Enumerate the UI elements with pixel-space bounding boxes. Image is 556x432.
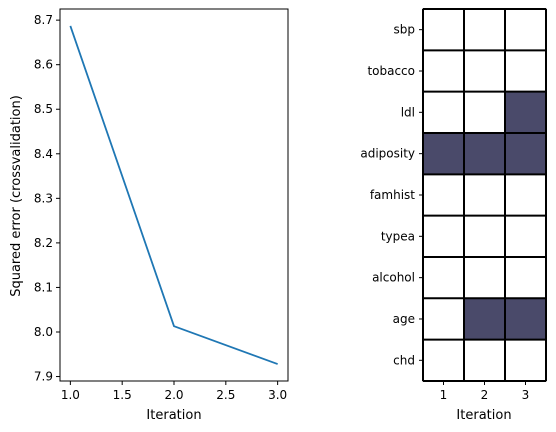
- heatmap-cell: [464, 256, 505, 299]
- heatmap-row-label: age: [393, 312, 415, 326]
- line-chart-frame: [59, 8, 289, 382]
- heatmap-cell: [423, 298, 464, 340]
- heatmap-cell: [423, 91, 464, 133]
- heatmap-cell-selected: [505, 132, 546, 175]
- heatmap-cell: [464, 215, 505, 257]
- heatmap-cells: [422, 8, 547, 382]
- selection-heatmap: Iteration sbp tobacco ldl adiposity famhist t…: [360, 8, 547, 423]
- y-tick-label: 8.3: [34, 191, 53, 205]
- heatmap-cell: [464, 339, 505, 381]
- heatmap-cell: [423, 339, 464, 381]
- y-tick-label: 8.2: [34, 236, 53, 250]
- heatmap-cell: [505, 50, 546, 92]
- heatmap-row-label: chd: [393, 353, 415, 367]
- y-tick-label: 8.5: [34, 102, 53, 116]
- heatmap-row-label: ldl: [401, 105, 415, 119]
- heatmap-row-label: typea: [381, 229, 415, 243]
- heatmap-cell: [423, 50, 464, 92]
- x-tick-label: 1.5: [113, 388, 132, 402]
- heatmap-cell: [505, 215, 546, 257]
- heatmap-cell: [464, 9, 505, 51]
- heatmap-cell: [505, 9, 546, 51]
- heatmap-row-label: famhist: [370, 188, 415, 202]
- heatmap-row-label: adiposity: [360, 147, 415, 161]
- y-tick-label: 7.9: [34, 370, 53, 384]
- y-tick-label: 8.6: [34, 58, 53, 72]
- heatmap-cell: [423, 215, 464, 257]
- y-tick-label: 8.4: [34, 147, 53, 161]
- line-chart-series: [69, 25, 278, 365]
- line-chart-x-axis-label: Iteration: [146, 408, 201, 423]
- error-series-line: [69, 25, 278, 365]
- heatmap-cell: [464, 50, 505, 92]
- heatmap-cell: [464, 91, 505, 133]
- heatmap-cell: [423, 174, 464, 216]
- heatmap-x-axis-label: Iteration: [456, 408, 511, 423]
- heatmap-cell: [505, 256, 546, 299]
- heatmap-row-label: sbp: [394, 23, 416, 37]
- x-tick-label: 2.0: [164, 388, 183, 402]
- heatmap-cell: [423, 9, 464, 51]
- heatmap-col-label: 3: [522, 388, 530, 402]
- line-chart-ticks: 1.0 1.5 2.0 2.5 3.0 7.9 8.0 8.1 8.2 8.3 8.4 8.5 8.6 8…: [34, 13, 287, 402]
- heatmap-col-label: 2: [481, 388, 489, 402]
- heatmap-cell: [505, 174, 546, 216]
- heatmap-cell-selected: [505, 91, 546, 133]
- heatmap-row-label: alcohol: [372, 271, 415, 285]
- heatmap-col-label: 1: [440, 388, 448, 402]
- heatmap-cell-selected: [464, 132, 505, 175]
- line-chart: Squared error (crossvalidation) Iteratio…: [9, 8, 289, 423]
- y-tick-label: 8.0: [34, 325, 53, 339]
- x-tick-label: 1.0: [61, 388, 80, 402]
- heatmap-cell-selected: [505, 298, 546, 340]
- line-chart-y-axis-label: Squared error (crossvalidation): [9, 95, 24, 297]
- x-tick-label: 3.0: [268, 388, 287, 402]
- heatmap-cell: [464, 174, 505, 216]
- x-tick-label: 2.5: [216, 388, 235, 402]
- heatmap-cell-selected: [464, 298, 505, 340]
- heatmap-cell: [423, 256, 464, 299]
- y-tick-label: 8.1: [34, 280, 53, 294]
- y-tick-label: 8.7: [34, 13, 53, 27]
- heatmap-row-label: tobacco: [367, 64, 415, 78]
- heatmap-cell: [505, 339, 546, 381]
- heatmap-cell-selected: [423, 132, 464, 175]
- heatmap-labels: sbp tobacco ldl adiposity famhist typea alcoho…: [360, 23, 529, 402]
